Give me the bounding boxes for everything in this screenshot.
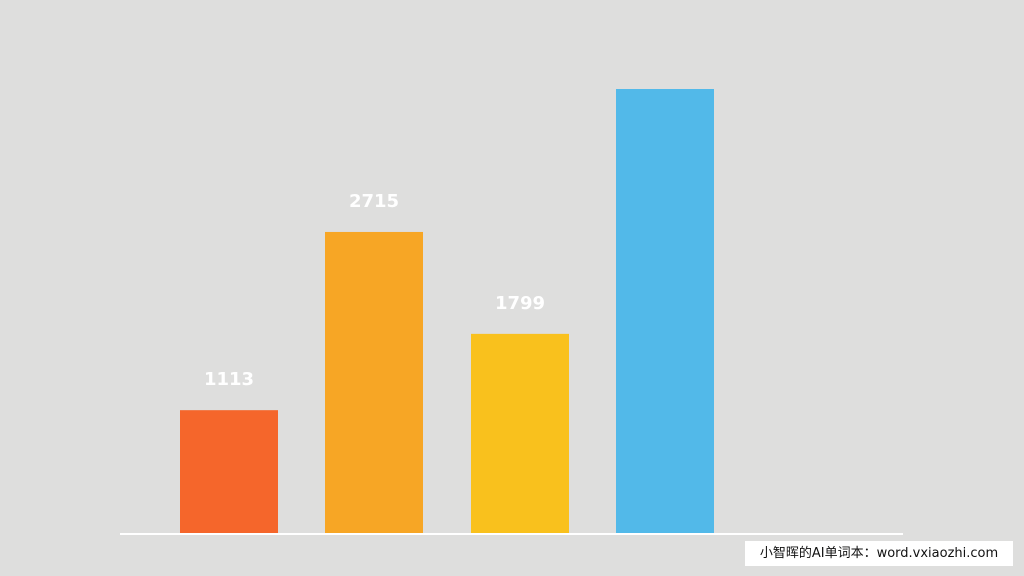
watermark-text: 小智晖的AI单词本：word.vxiaozhi.com bbox=[759, 546, 999, 561]
data-labels-group: 1113 2715 1799 bbox=[204, 191, 545, 390]
bar-1-value-label: 1113 bbox=[204, 369, 254, 390]
bar-2 bbox=[325, 231, 423, 535]
bar-1 bbox=[180, 410, 278, 534]
bars-group bbox=[180, 89, 714, 535]
bar-3-value-label: 1799 bbox=[495, 293, 545, 314]
watermark-badge: 小智晖的AI单词本：word.vxiaozhi.com bbox=[745, 541, 1013, 566]
bar-4 bbox=[616, 89, 714, 534]
bar-3 bbox=[471, 333, 569, 534]
bar-2-value-label: 2715 bbox=[349, 191, 399, 212]
